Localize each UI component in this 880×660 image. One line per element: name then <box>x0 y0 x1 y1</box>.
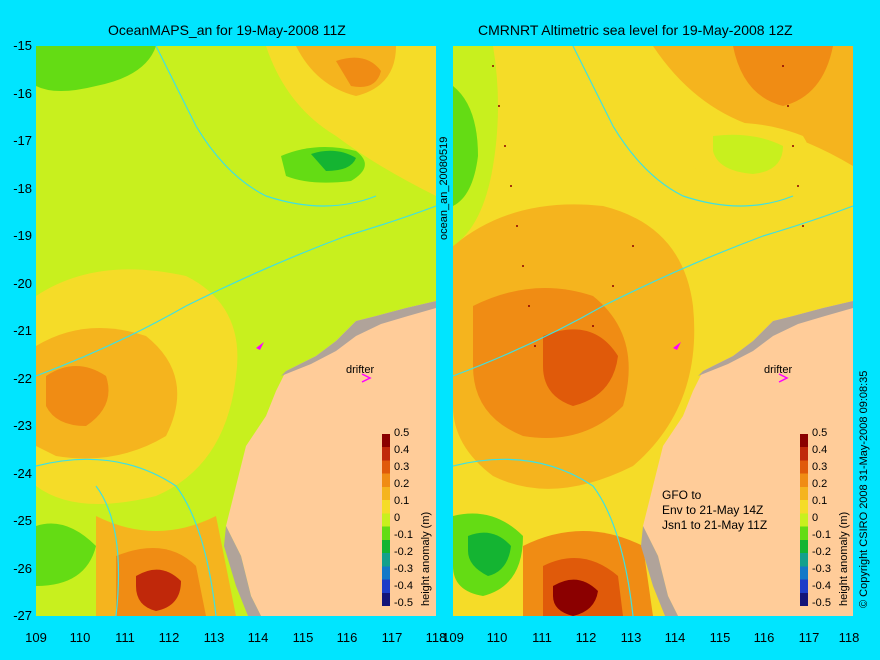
colorbar-tick: 0.2 <box>812 478 828 490</box>
copyright-label: © Copyright CSIRO 2008 31-May-2008 09:08… <box>858 370 870 608</box>
colorbar-tick: -0.2 <box>812 546 831 558</box>
y-tick-label: -21 <box>13 323 32 338</box>
colorbar-tick: 0.2 <box>394 478 410 490</box>
x-tick-label: 113 <box>620 630 642 645</box>
right-map-title: CMRNRT Altimetric sea level for 19-May-2… <box>478 22 793 38</box>
colorbar-tick: 0 <box>394 512 401 524</box>
y-tick-label: -16 <box>13 86 32 101</box>
x-tick-label: 114 <box>664 630 686 645</box>
x-tick-label: 117 <box>798 630 820 645</box>
product-id-label: ocean_an_20080519 <box>438 136 450 240</box>
x-tick-label: 109 <box>442 630 464 645</box>
x-tick-label: 118 <box>838 630 860 645</box>
colorbar-tick: 0.4 <box>394 444 410 456</box>
note-line: Env to 21-May 14Z <box>662 503 764 517</box>
right-map-panel[interactable] <box>453 46 853 616</box>
colorbar-tick: -0.1 <box>394 529 413 541</box>
y-tick-label: -22 <box>13 371 32 386</box>
drifter-label-left: drifter <box>346 364 375 376</box>
x-tick-label: 117 <box>381 630 403 645</box>
colorbar-tick: -0.5 <box>394 597 413 609</box>
x-tick-label: 112 <box>158 630 180 645</box>
colorbar-tick: -0.3 <box>394 563 413 575</box>
x-tick-label: 118 <box>425 630 447 645</box>
x-tick-label: 111 <box>115 630 135 645</box>
x-tick-label: 110 <box>69 630 91 645</box>
y-tick-label: -19 <box>13 228 32 243</box>
x-tick-label: 111 <box>532 630 552 645</box>
x-tick-label: 116 <box>336 630 358 645</box>
colorbar-title-left: height anomaly (m) <box>420 511 432 606</box>
x-tick-label: 109 <box>25 630 47 645</box>
note-line: GFO to <box>662 488 702 502</box>
left-map-panel[interactable] <box>36 46 436 616</box>
y-tick-label: -24 <box>13 466 32 481</box>
y-tick-label: -25 <box>13 513 32 528</box>
note-line: Jsn1 to 21-May 11Z <box>662 518 768 532</box>
colorbar-tick: -0.2 <box>394 546 413 558</box>
colorbar-tick: 0.5 <box>394 427 410 439</box>
colorbar-right <box>800 434 808 606</box>
x-tick-label: 115 <box>292 630 314 645</box>
y-tick-label: -18 <box>13 181 32 196</box>
y-tick-label: -26 <box>13 561 32 576</box>
colorbar-tick: -0.3 <box>812 563 831 575</box>
x-tick-label: 114 <box>247 630 269 645</box>
colorbar-tick: -0.1 <box>812 529 831 541</box>
x-tick-label: 112 <box>575 630 597 645</box>
y-tick-label: -15 <box>13 38 32 53</box>
colorbar-tick: 0 <box>812 512 819 524</box>
colorbar-tick: -0.4 <box>394 580 413 592</box>
colorbar-tick: -0.5 <box>812 597 831 609</box>
y-tick-label: -20 <box>13 276 32 291</box>
x-tick-label: 113 <box>203 630 225 645</box>
x-tick-label: 115 <box>709 630 731 645</box>
colorbar-tick: 0.1 <box>812 495 828 507</box>
y-tick-label: -17 <box>13 133 32 148</box>
colorbar-title-right: height anomaly (m) <box>838 511 850 606</box>
satellite-note: GFO to Env to 21-May 14Z Jsn1 to 21-May … <box>662 488 767 533</box>
colorbar-tick: 0.3 <box>394 461 410 473</box>
colorbar-left <box>382 434 390 606</box>
colorbar-tick: 0.4 <box>812 444 828 456</box>
colorbar-tick: 0.5 <box>812 427 828 439</box>
colorbar-tick: 0.3 <box>812 461 828 473</box>
left-map-title: OceanMAPS_an for 19-May-2008 11Z <box>108 22 346 38</box>
y-tick-label: -27 <box>13 608 32 623</box>
x-tick-label: 116 <box>753 630 775 645</box>
x-tick-label: 110 <box>486 630 508 645</box>
colorbar-tick: -0.4 <box>812 580 831 592</box>
drifter-label-right: drifter <box>764 364 793 376</box>
colorbar-tick: 0.1 <box>394 495 410 507</box>
y-tick-label: -23 <box>13 418 32 433</box>
